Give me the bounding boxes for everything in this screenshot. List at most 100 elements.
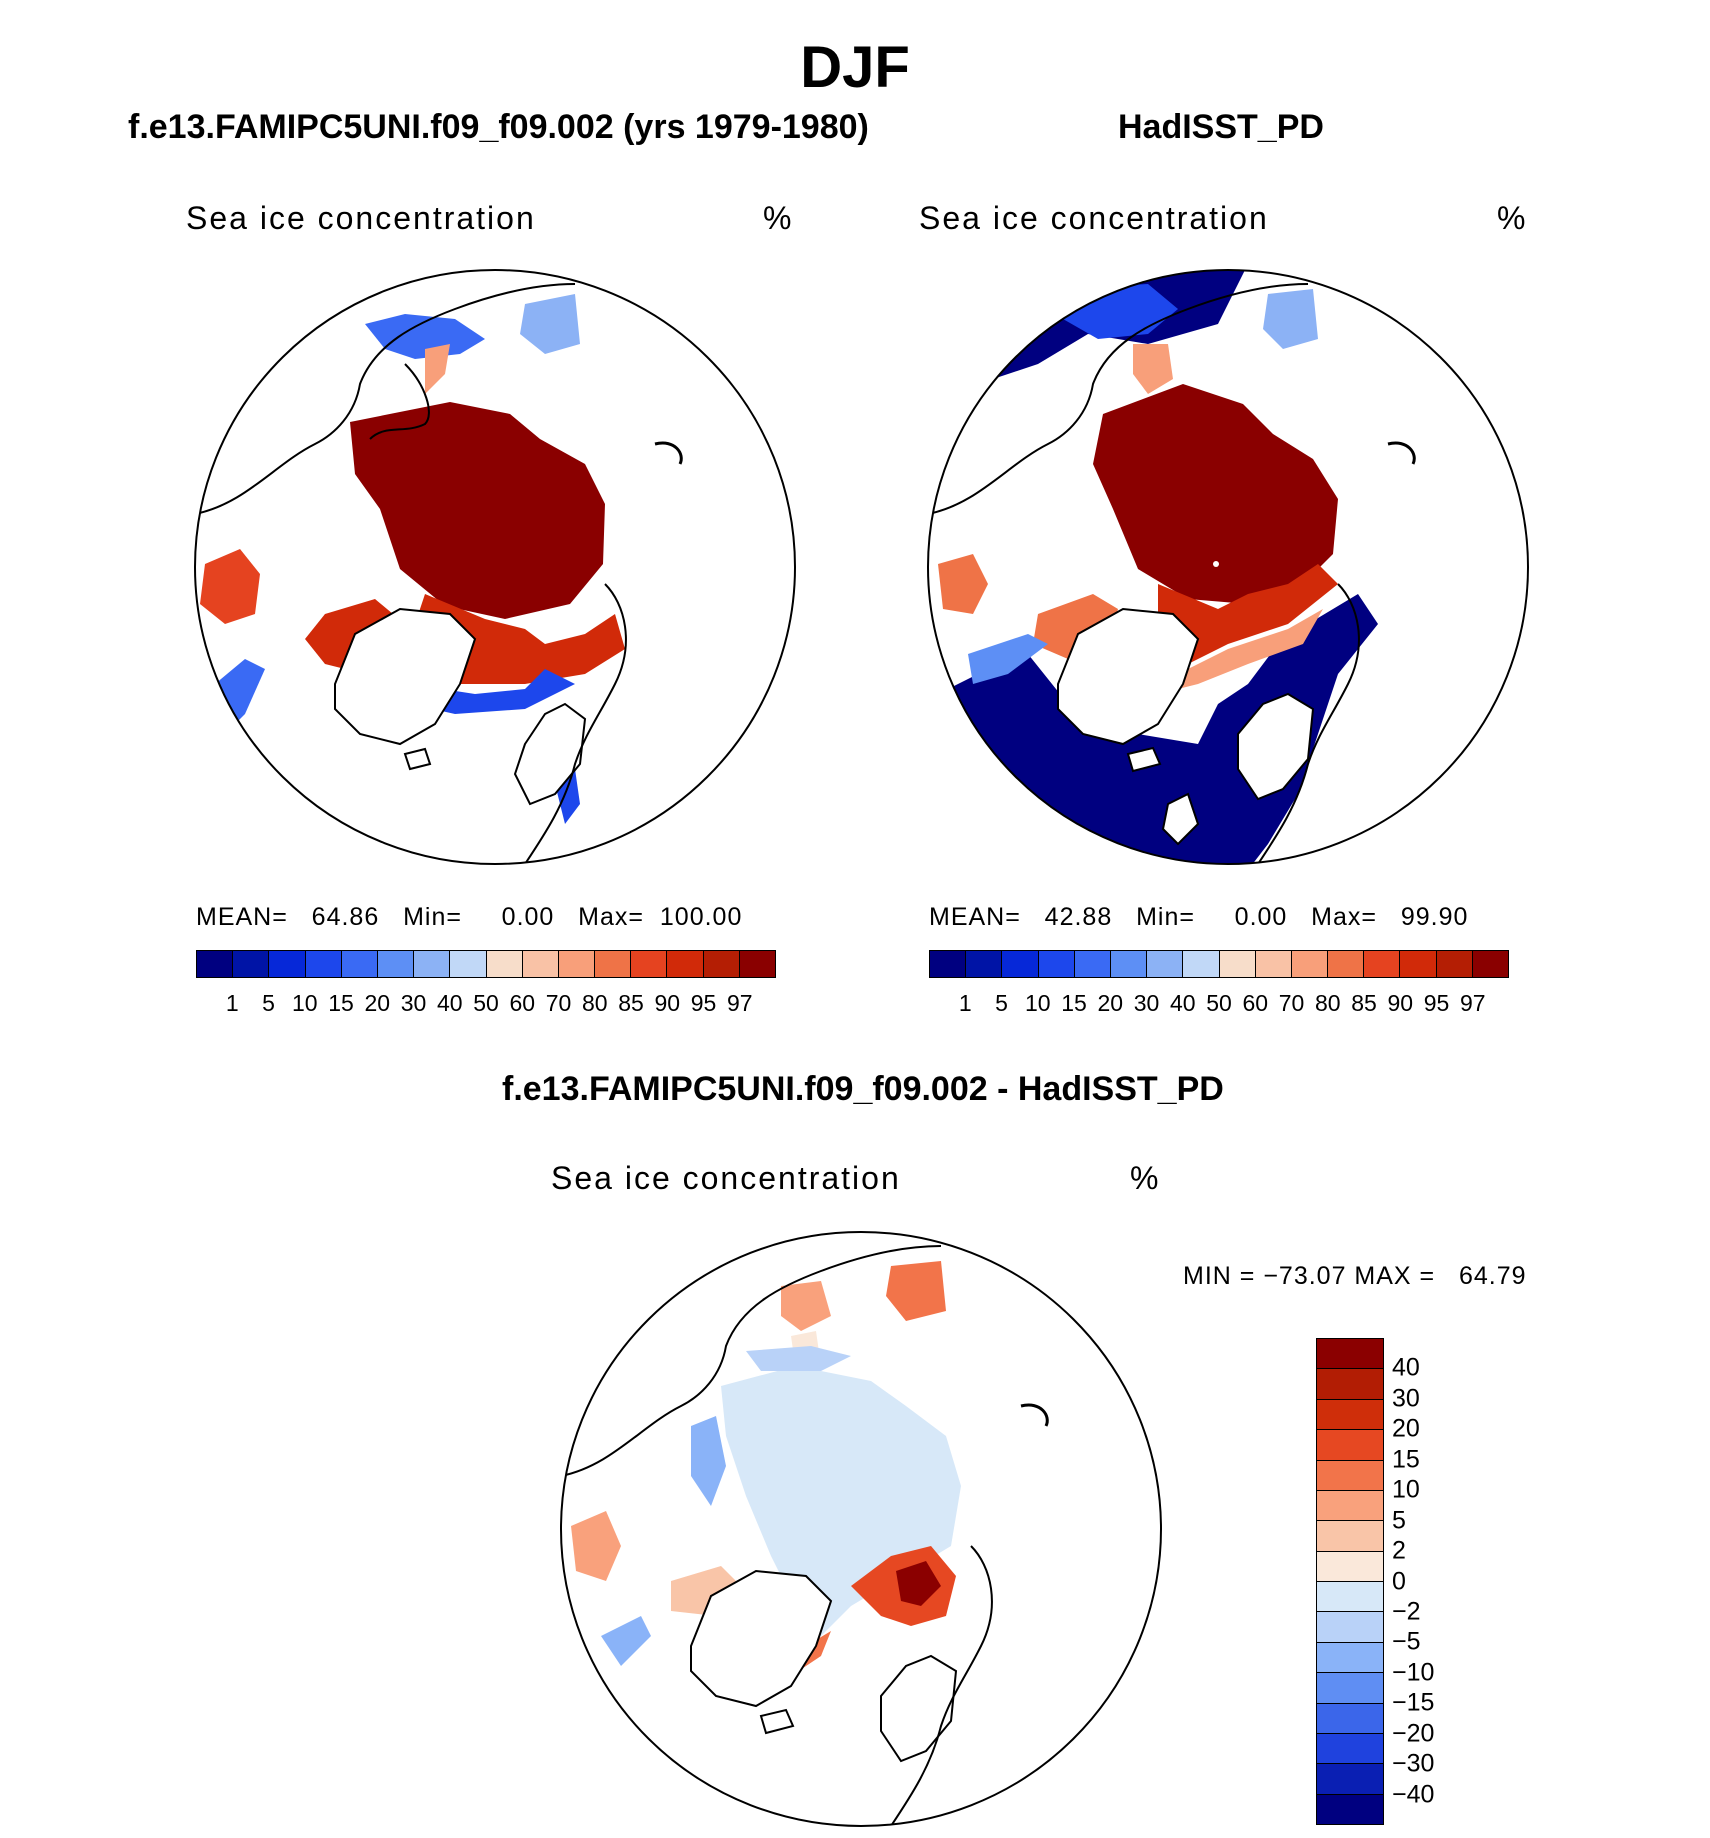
colorbar-tick-label: 90 xyxy=(654,990,681,1016)
panel-1-ice-baffin xyxy=(200,549,260,624)
colorbar-box xyxy=(1328,951,1365,977)
panel-2-coastline-2 xyxy=(1257,583,1360,864)
panel-3-coastline-2 xyxy=(890,1545,993,1826)
panel-2-ice-labrador xyxy=(968,634,1048,684)
colorbar-tick-label: −40 xyxy=(1392,1780,1435,1809)
colorbar-box xyxy=(667,951,704,977)
colorbar-box xyxy=(703,951,740,977)
panel-1-ice-edge-labrador xyxy=(210,659,265,734)
panel-1-ice-okhotsk xyxy=(365,314,485,359)
colorbar-tick-label: 60 xyxy=(1242,990,1269,1016)
colorbar-box xyxy=(1400,951,1437,977)
panel-2-greenland xyxy=(1057,607,1200,746)
panel-1-iceland xyxy=(403,747,432,771)
colorbar-tick-label: 95 xyxy=(690,990,717,1016)
colorbar-box xyxy=(1317,1764,1383,1795)
colorbar-tick-label: 95 xyxy=(1423,990,1450,1016)
colorbar-tick-label: 15 xyxy=(1061,990,1087,1016)
colorbar-box xyxy=(1255,951,1292,977)
colorbar-tick-label: 20 xyxy=(364,990,391,1016)
colorbar-box xyxy=(1317,1369,1383,1400)
colorbar-box xyxy=(341,951,378,977)
colorbar-box xyxy=(522,951,559,977)
colorbar-box xyxy=(450,951,487,977)
colorbar-box xyxy=(1436,951,1473,977)
colorbar-tick-label: −30 xyxy=(1392,1749,1435,1778)
panel-3-coastline xyxy=(561,1245,942,1477)
panel-2-ice-central xyxy=(1093,384,1338,604)
colorbar-tick-label: 90 xyxy=(1387,990,1414,1016)
colorbar-box xyxy=(1317,1582,1383,1613)
colorbar-box xyxy=(558,951,596,977)
colorbar-box xyxy=(1317,1521,1383,1552)
panel-1-units-label: % xyxy=(763,200,792,236)
colorbar-tick-label: 20 xyxy=(1097,990,1124,1016)
colorbar-tick-label: 15 xyxy=(1392,1445,1420,1474)
colorbar-tick-label: 70 xyxy=(545,990,572,1016)
panel-2-ice-margin xyxy=(1158,564,1338,664)
panel-2-variable-label: Sea ice concentration xyxy=(919,200,1269,236)
colorbar-box xyxy=(930,951,967,977)
colorbar-box xyxy=(1317,1642,1383,1674)
colorbar-tick-label: 80 xyxy=(1314,990,1341,1016)
panel-3-map xyxy=(560,1231,1162,1827)
colorbar-box xyxy=(1317,1551,1383,1582)
colorbar-box xyxy=(486,951,523,977)
colorbar-box xyxy=(595,951,632,977)
panel-2-ice-japan-sea xyxy=(1263,289,1318,349)
colorbar-box xyxy=(1364,951,1401,977)
colorbar-tick-label: 70 xyxy=(1278,990,1305,1016)
colorbar-tick-label: 10 xyxy=(291,990,318,1016)
panel-1-ice-japan-sea xyxy=(520,294,580,354)
colorbar-box xyxy=(1291,951,1329,977)
panel-3-iceland xyxy=(759,1708,795,1735)
panel-1-alaska-coast xyxy=(369,363,430,440)
panel-1-colorbar xyxy=(196,950,776,978)
colorbar-tick-label: −15 xyxy=(1392,1688,1435,1717)
colorbar-tick-label: 80 xyxy=(581,990,608,1016)
panel-3-diff-okhotsk xyxy=(781,1281,831,1331)
colorbar-tick-label: 60 xyxy=(509,990,536,1016)
panel-2-colorbar xyxy=(929,950,1509,978)
colorbar-box xyxy=(1002,951,1039,977)
panel-3-units-label: % xyxy=(1130,1160,1159,1196)
colorbar-box xyxy=(1472,951,1508,977)
colorbar-tick-label: −2 xyxy=(1392,1597,1421,1626)
colorbar-tick-label: 40 xyxy=(1392,1353,1420,1382)
colorbar-box xyxy=(414,951,451,977)
panel-2-units-label: % xyxy=(1497,200,1526,236)
panel-3-stats: MIN = −73.07 MAX = 64.79 xyxy=(1183,1262,1527,1290)
panel-2-ice-bering xyxy=(1133,344,1173,394)
panel-1-coastline-2 xyxy=(524,583,627,864)
panel-3-diff-central xyxy=(721,1366,961,1666)
colorbar-box xyxy=(739,951,775,977)
panel-2-title: HadISST_PD xyxy=(1118,108,1324,146)
colorbar-tick-label: 40 xyxy=(436,990,463,1016)
colorbar-box xyxy=(1317,1794,1383,1824)
panel-1-scandinavia xyxy=(513,702,587,806)
colorbar-box xyxy=(1317,1430,1383,1461)
colorbar-tick-label: 15 xyxy=(328,990,354,1016)
panel-3-diff-edge-labrador xyxy=(601,1616,651,1666)
panel-3-diff-edge-west xyxy=(691,1416,726,1506)
panel-1-ice-bering xyxy=(425,344,450,394)
colorbar-box xyxy=(1317,1490,1383,1522)
colorbar-tick-label: 30 xyxy=(1392,1384,1420,1413)
panel-3-diff-barents-core xyxy=(896,1561,941,1606)
colorbar-tick-label: 50 xyxy=(473,990,499,1016)
panel-1-greenland xyxy=(334,607,477,746)
colorbar-tick-label: 30 xyxy=(400,990,427,1016)
panel-1-variable-label: Sea ice concentration xyxy=(186,200,536,236)
panel-1-kamchatka xyxy=(654,441,683,465)
panel-2-british-isles xyxy=(1161,792,1200,846)
colorbar-tick-label: −10 xyxy=(1392,1658,1435,1687)
panel-1-title: f.e13.FAMIPC5UNI.f09_f09.002 (yrs 1979-1… xyxy=(128,108,869,146)
colorbar-tick-label: 1 xyxy=(225,990,239,1016)
colorbar-box xyxy=(233,951,270,977)
panel-2-ice-baffin xyxy=(938,554,988,614)
colorbar-box xyxy=(1110,951,1148,977)
colorbar-box xyxy=(1317,1399,1383,1431)
colorbar-tick-label: 1 xyxy=(958,990,972,1016)
colorbar-box xyxy=(1147,951,1184,977)
panel-1-coastline xyxy=(195,283,576,515)
